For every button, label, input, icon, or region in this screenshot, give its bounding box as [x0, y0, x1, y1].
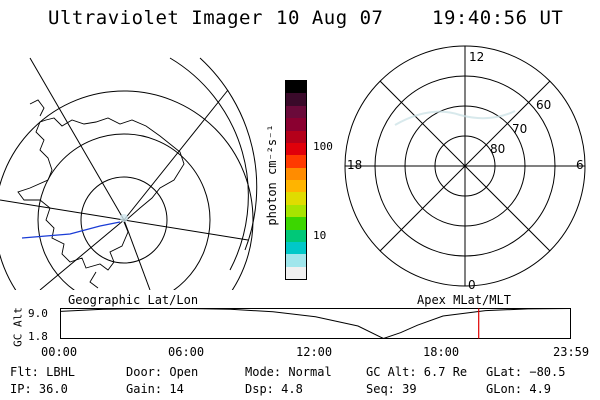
colorbar-swatch: [286, 180, 306, 193]
mlt-label-0: 0: [468, 278, 476, 292]
timeline-x-tick-0600: 06:00: [168, 345, 205, 359]
mlat-label-70: 70: [512, 122, 527, 136]
status-mode: Mode: Normal: [245, 365, 332, 379]
mlt-line-diag-2: [379, 80, 551, 252]
colorbar-tick-100: 100: [313, 140, 333, 153]
timeline-y-axis-label: GC Alt: [11, 307, 25, 347]
altitude-timeline: [60, 308, 571, 340]
geographic-map: [0, 57, 258, 290]
colorbar-swatch: [286, 229, 306, 242]
colorbar-swatch: [286, 254, 306, 267]
timeline-frame: [60, 308, 571, 339]
meridian-3: [0, 199, 125, 221]
observation-time: 19:40:56 UT: [432, 7, 564, 29]
coastline: [17, 117, 185, 271]
meridian-2: [123, 89, 229, 221]
status-glat: GLat: −80.5: [486, 365, 566, 379]
lat-ring-80: [80, 176, 168, 264]
colorbar-swatch: [286, 93, 306, 106]
colorbar-swatch: [286, 142, 306, 156]
altitude-series-line: [60, 308, 571, 340]
status-gc-alt: GC Alt: 6.7 Re: [366, 365, 468, 379]
timeline-y-tick-top: 9.0: [28, 307, 48, 320]
colorbar-swatch: [286, 241, 306, 255]
timeline-y-tick-bottom: 1.8: [28, 330, 48, 343]
colorbar-unit-label: photon cm⁻²s⁻¹: [265, 124, 279, 226]
status-seq: Seq: 39: [366, 382, 417, 396]
colorbar-swatch: [286, 217, 306, 230]
timeline-left-title: Geographic Lat/Lon: [68, 293, 199, 307]
meridian-6: [123, 219, 151, 290]
colorbar-swatch: [286, 155, 306, 168]
colorbar-swatch: [286, 266, 306, 279]
colorbar-tick-10: 10: [313, 229, 327, 242]
timeline-right-title: Apex MLat/MLT: [417, 293, 511, 307]
colorbar-swatch: [286, 130, 306, 143]
mlat-label-80: 80: [490, 142, 505, 156]
colorbar-swatch: [286, 105, 306, 119]
status-dsp: Dsp: 4.8: [245, 382, 303, 396]
colorbar-swatch: [286, 204, 306, 218]
colorbar-swatch: [286, 167, 306, 180]
colorbar-swatch: [286, 118, 306, 131]
instrument-title: Ultraviolet Imager: [48, 7, 263, 29]
ground-track-line: [21, 221, 121, 239]
meridian-5: [39, 219, 125, 290]
colorbar: [285, 80, 307, 280]
subsatellite-point: [120, 214, 128, 222]
colorbar-swatch: [286, 192, 306, 205]
status-door: Door: Open: [126, 365, 199, 379]
magnetic-polar-plot: 12 18 6 0 60 70 80: [344, 45, 586, 292]
timeline-x-tick-1200: 12:00: [296, 345, 333, 359]
lat-ring-70: [37, 133, 211, 290]
timeline-x-tick-0000: 00:00: [41, 345, 78, 359]
meridian-1: [29, 57, 125, 221]
mlt-label-6: 6: [576, 158, 584, 172]
mlt-label-18: 18: [347, 158, 362, 172]
faint-aurora-trace: [394, 110, 516, 126]
status-ip: IP: 36.0: [10, 382, 68, 396]
timeline-x-tick-2359: 23:59: [553, 345, 590, 359]
coastline-fragment: [89, 271, 99, 289]
mlt-label-12: 12: [469, 50, 484, 64]
outer-arc-2: [199, 57, 258, 251]
mlat-label-60: 60: [536, 98, 551, 112]
timeline-x-tick-1800: 18:00: [423, 345, 460, 359]
observation-date: 10 Aug 07: [276, 7, 384, 29]
status-gain: Gain: 14: [126, 382, 184, 396]
meridian-4: [123, 219, 249, 241]
lat-ring-60: [0, 90, 254, 290]
coastline-peninsula: [29, 99, 45, 117]
status-glon: GLon: 4.9: [486, 382, 552, 396]
colorbar-swatch: [286, 81, 306, 94]
status-filter: Flt: LBHL: [10, 365, 76, 379]
